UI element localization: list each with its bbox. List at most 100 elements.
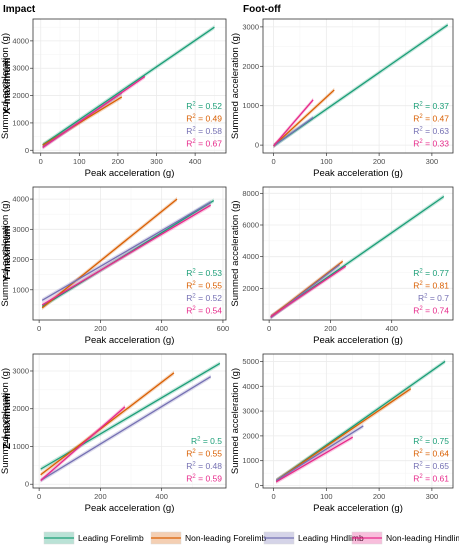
series-group: [273, 22, 449, 149]
y-tick-label: 2000: [12, 404, 29, 413]
r-squared-value: 0.64: [432, 449, 449, 459]
x-axis-title: Peak acceleration (g): [85, 168, 175, 179]
r-squared-label: R2 = 0.37: [413, 101, 449, 111]
legend: Leading Forelimb Non-leading Forelimb Lead…: [43, 531, 459, 545]
y-tick-label: 0: [25, 146, 29, 155]
legend-label: Non-leading Hindlimb: [386, 533, 459, 543]
row-title: X-maximum: [2, 58, 13, 115]
x-tick-label: 200: [324, 324, 337, 333]
y-axis-title: Summed acceleration (g): [0, 33, 11, 139]
y-tick-label: 2000: [242, 62, 259, 71]
column-title: Foot-off: [243, 4, 281, 15]
x-tick-label: 0: [37, 324, 41, 333]
y-tick-label: 1000: [12, 285, 29, 294]
x-axis-title: Peak acceleration (g): [313, 168, 403, 179]
r-squared-label: R2 = 0.58: [186, 126, 222, 136]
y-tick-label: 4000: [242, 252, 259, 261]
legend-label: Non-leading Forelimb: [185, 533, 267, 543]
series-line: [270, 265, 347, 318]
r-squared-value: 0.55: [205, 449, 222, 459]
legend-item: Non-leading Hindlimb: [351, 531, 459, 545]
x-tick-label: 200: [373, 157, 386, 166]
x-tick-label: 100: [73, 157, 86, 166]
r-squared-label: R2 = 0.65: [413, 461, 449, 471]
r-squared-label: R2 = 0.49: [186, 114, 222, 124]
r-squared-value: 0.52: [205, 101, 222, 111]
r-squared-label: R2 = 0.64: [413, 449, 449, 459]
r-squared-label: R2 = 0.55: [186, 281, 222, 291]
r-squared-value: 0.59: [205, 474, 222, 484]
y-tick-label: 4000: [242, 382, 259, 391]
y-tick-label: 3000: [12, 225, 29, 234]
x-tick-label: 300: [426, 492, 439, 501]
y-tick-label: 6000: [242, 221, 259, 230]
r-squared-value: 0.81: [432, 281, 449, 291]
x-tick-label: 400: [385, 324, 398, 333]
r-squared-value: 0.54: [205, 306, 222, 316]
y-tick-label: 0: [255, 481, 259, 490]
panel-border: [32, 353, 227, 489]
legend-item: Leading Hindlimb: [263, 531, 364, 545]
series-line: [275, 425, 364, 482]
x-tick-label: 200: [112, 157, 125, 166]
x-tick-label: 600: [217, 324, 230, 333]
r-squared-label: R2 = 0.48: [186, 461, 222, 471]
r-squared-value: 0.58: [205, 126, 222, 136]
r-squared-value: 0.63: [432, 126, 449, 136]
series-line: [41, 198, 178, 309]
r-squared-label: R2 = 0.7: [418, 293, 449, 303]
x-axis-title: Peak acceleration (g): [313, 335, 403, 346]
y-tick-label: 3000: [12, 366, 29, 375]
row-title: Z-maximum: [2, 393, 13, 449]
r-squared-label: R2 = 0.52: [186, 293, 222, 303]
panel-border: [262, 353, 454, 489]
y-tick-label: 5000: [242, 357, 259, 366]
x-tick-label: 0: [271, 492, 275, 501]
row-title: Y-maximum: [2, 225, 13, 281]
y-tick-label: 8000: [242, 189, 259, 198]
r-squared-value: 0.49: [205, 114, 222, 124]
y-tick-label: 0: [255, 141, 259, 150]
r-squared-label: R2 = 0.81: [413, 281, 449, 291]
y-axis-title: Summed acceleration (g): [0, 200, 11, 306]
r-squared-value: 0.48: [205, 461, 222, 471]
y-tick-label: 4000: [12, 195, 29, 204]
r-squared-value: 0.55: [205, 281, 222, 291]
r-squared-label: R2 = 0.55: [186, 449, 222, 459]
r-squared-label: R2 = 0.61: [413, 474, 449, 484]
x-tick-label: 0: [271, 157, 275, 166]
y-tick-label: 2000: [12, 255, 29, 264]
column-title: Impact: [3, 4, 36, 15]
panel: 0 200 400 0 1000 2000 3000 R2 = 0.5 R2 = 0.55 R2 …: [0, 353, 227, 514]
x-tick-label: 0: [267, 324, 271, 333]
x-tick-label: 200: [373, 492, 386, 501]
r-squared-value: 0.33: [432, 139, 449, 149]
series-line: [42, 26, 215, 146]
series-line: [42, 75, 146, 149]
series-line: [275, 388, 412, 482]
x-tick-label: 400: [189, 157, 202, 166]
y-tick-label: 1000: [12, 118, 29, 127]
r-squared-value: 0.47: [432, 114, 449, 124]
r-squared-value: 0.67: [205, 139, 222, 149]
y-tick-label: 1000: [242, 101, 259, 110]
r-squared-value: 0.53: [205, 268, 222, 278]
x-tick-label: 0: [37, 492, 41, 501]
x-tick-label: 400: [155, 324, 168, 333]
x-tick-label: 300: [426, 157, 439, 166]
legend-label: Leading Hindlimb: [298, 533, 364, 543]
r-squared-label: R2 = 0.52: [186, 101, 222, 111]
series-group: [270, 194, 445, 320]
panel-border: [262, 186, 454, 321]
r-squared-label: R2 = 0.33: [413, 139, 449, 149]
r-squared-value: 0.77: [432, 268, 449, 278]
y-tick-label: 2000: [242, 284, 259, 293]
y-tick-label: 3000: [242, 22, 259, 31]
panel-border: [32, 18, 227, 154]
r-squared-value: 0.61: [432, 474, 449, 484]
y-axis-title: Summed acceleration (g): [230, 200, 241, 306]
panel: 0 200 400 2000 4000 6000 8000 R2 = 0.77 R2 = 0.8…: [230, 186, 454, 346]
y-tick-label: 3000: [12, 64, 29, 73]
